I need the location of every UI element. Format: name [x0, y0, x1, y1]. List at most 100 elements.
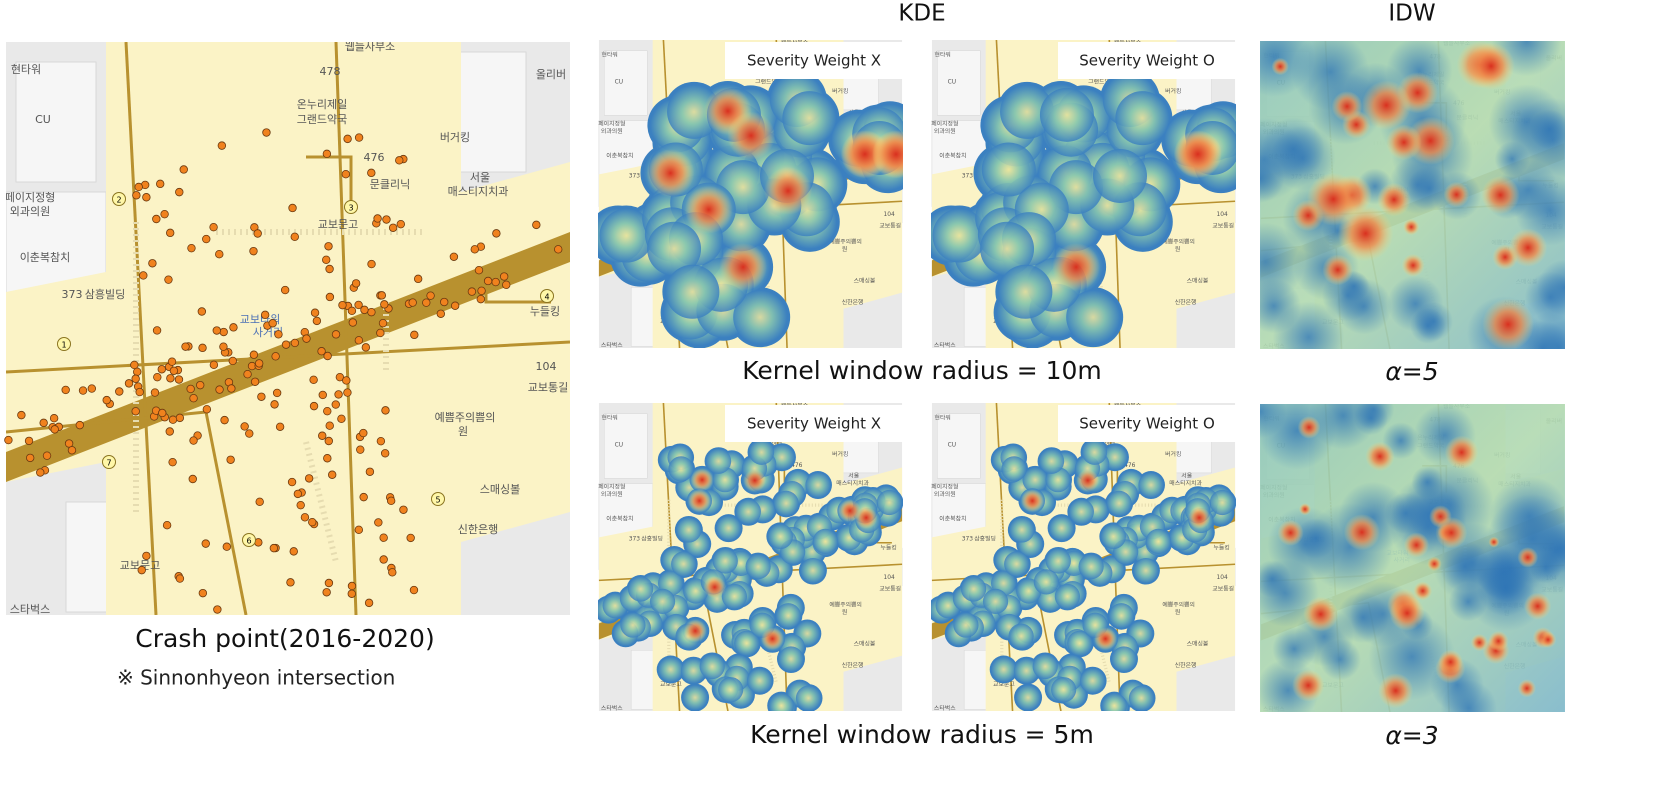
idw-high [1303, 596, 1339, 632]
crash-point [325, 264, 334, 274]
crash-point [377, 291, 387, 300]
crash-point [209, 222, 218, 232]
crash-point [532, 220, 541, 230]
crash-point [354, 525, 364, 535]
idw-high [1277, 519, 1304, 546]
marker-label: 4 [544, 293, 549, 302]
crash-point [142, 551, 151, 561]
crash-point [376, 436, 386, 446]
kde-blob [1008, 623, 1034, 649]
crash-point [228, 356, 237, 366]
crash-point [137, 565, 146, 575]
crash-point [347, 306, 357, 316]
idw-high [1292, 669, 1325, 702]
alpha-caption: α=5 [1385, 357, 1438, 386]
kde-blob [953, 612, 979, 638]
idw-high [1427, 556, 1442, 572]
weight-label: Severity Weight O [1079, 52, 1215, 70]
hotspot [719, 243, 768, 292]
crash-point [249, 246, 258, 256]
crash-point [142, 193, 151, 202]
kde-blob [1209, 489, 1235, 516]
crash-point [470, 245, 479, 254]
kde-blob [1000, 84, 1055, 139]
crash-point [243, 369, 252, 379]
weight-label: Severity Weight X [747, 52, 881, 70]
crash-point [187, 243, 196, 253]
crash-point [75, 420, 84, 430]
kde-blob [676, 517, 702, 543]
crash-point [150, 388, 160, 397]
panel: Severity Weight X [598, 403, 903, 711]
kde-blob [658, 656, 684, 683]
kde-blob [1009, 517, 1035, 543]
crash-point [174, 375, 184, 384]
idw-high [1482, 298, 1535, 349]
crash-point [388, 223, 398, 232]
crash-point [152, 214, 161, 224]
crash-point [257, 392, 266, 401]
crash-point [450, 301, 460, 310]
crash-point [323, 406, 332, 416]
idw-high [1403, 532, 1430, 558]
crash-point [17, 410, 26, 420]
crash-point [198, 588, 208, 598]
crash-point [343, 388, 352, 397]
crash-point [289, 547, 298, 556]
crash-point [240, 422, 249, 431]
crash-point [268, 319, 277, 328]
crash-point [440, 297, 449, 307]
crash-point [179, 165, 188, 174]
crash-point [156, 179, 165, 189]
kde-blob [805, 472, 831, 498]
marker-label: 5 [435, 496, 440, 505]
crash-point [160, 209, 169, 219]
crash-point [165, 427, 174, 436]
kde-blob [1022, 467, 1048, 493]
idw-high [1438, 649, 1463, 675]
hotspot [1173, 130, 1222, 179]
kde-blob [1067, 630, 1093, 656]
idw-high [1539, 631, 1557, 648]
crash-point [281, 340, 291, 349]
kde-blob [699, 653, 725, 680]
panel-content [1260, 404, 1565, 712]
panel [1260, 41, 1565, 349]
crash-point [135, 387, 144, 397]
hotspot [646, 149, 695, 198]
crash-point [354, 300, 363, 310]
hotspot [703, 575, 726, 599]
kde-blob [1138, 472, 1164, 498]
crash-point [50, 425, 59, 434]
crash-point [304, 474, 314, 483]
kde-blob [734, 630, 760, 656]
crash-point [293, 489, 303, 499]
crash-point [408, 298, 417, 307]
kde-blob [665, 264, 720, 319]
crash-point [175, 187, 184, 197]
crash-point [124, 379, 134, 388]
idw-low [1260, 222, 1305, 302]
crash-point [181, 342, 190, 351]
marker-label: 2 [116, 196, 121, 205]
hotspot [688, 489, 711, 513]
crash-point [189, 436, 198, 445]
kde-blob [1054, 583, 1080, 610]
crash-point [4, 435, 13, 445]
crash-point [343, 134, 352, 144]
crash-point [157, 365, 166, 374]
crash-point [395, 156, 404, 165]
crash-point [67, 446, 77, 455]
crash-point [341, 169, 351, 179]
kde-blob [1108, 603, 1134, 629]
crash-point [167, 357, 177, 366]
crash-point [360, 305, 369, 315]
crash-point [413, 274, 423, 284]
crash-point [245, 429, 254, 438]
kde-blob [991, 656, 1017, 683]
crash-point [373, 214, 382, 223]
crash-point [131, 407, 140, 416]
crash-point [49, 414, 59, 423]
crash-point [491, 277, 500, 287]
kde-blob [1092, 148, 1147, 203]
